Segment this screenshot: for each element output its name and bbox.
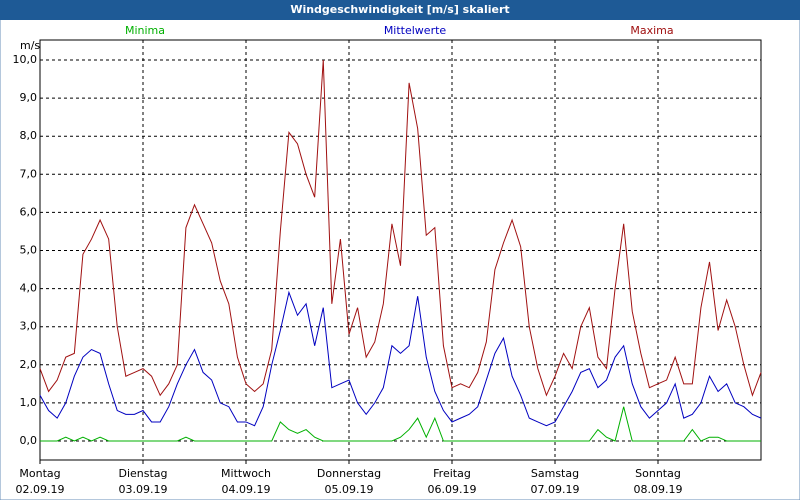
series-line xyxy=(39,290,762,427)
x-tick-date: 05.09.19 xyxy=(325,483,374,496)
x-tick-label: Dienstag xyxy=(118,467,167,480)
x-tick-date: 08.09.19 xyxy=(634,483,683,496)
title-bar xyxy=(0,0,800,20)
y-tick-label: 4,0 xyxy=(20,282,38,295)
x-tick-date: 07.09.19 xyxy=(531,483,580,496)
y-tick-label: 6,0 xyxy=(20,205,38,218)
x-tick-label: Freitag xyxy=(433,467,471,480)
y-axis-label: m/s xyxy=(20,39,40,52)
y-tick-label: 5,0 xyxy=(20,244,38,257)
legend-label: Mittelwerte xyxy=(384,24,447,37)
y-tick-label: 7,0 xyxy=(20,167,38,180)
x-tick-date: 06.09.19 xyxy=(428,483,477,496)
x-tick-label: Mittwoch xyxy=(221,467,271,480)
series-line xyxy=(40,406,761,442)
y-tick-label: 9,0 xyxy=(20,91,38,104)
x-tick-date: 04.09.19 xyxy=(222,483,271,496)
y-tick-label: 2,0 xyxy=(20,358,38,371)
x-tick-label: Donnerstag xyxy=(317,467,381,480)
y-tick-label: 8,0 xyxy=(20,129,38,142)
chart-title: Windgeschwindigkeit [m/s] skaliert xyxy=(290,3,509,16)
x-tick-label: Samstag xyxy=(531,467,579,480)
y-tick-label: 0,0 xyxy=(20,434,38,447)
y-tick-label: 1,0 xyxy=(20,396,38,409)
legend-label: Maxima xyxy=(630,24,673,37)
y-tick-label: 3,0 xyxy=(20,320,38,333)
x-tick-label: Montag xyxy=(19,467,60,480)
series-line xyxy=(39,59,762,397)
x-tick-date: 03.09.19 xyxy=(119,483,168,496)
legend-label: Minima xyxy=(125,24,165,37)
x-tick-label: Sonntag xyxy=(635,467,681,480)
y-tick-label: 10,0 xyxy=(13,53,38,66)
x-tick-date: 02.09.19 xyxy=(16,483,65,496)
